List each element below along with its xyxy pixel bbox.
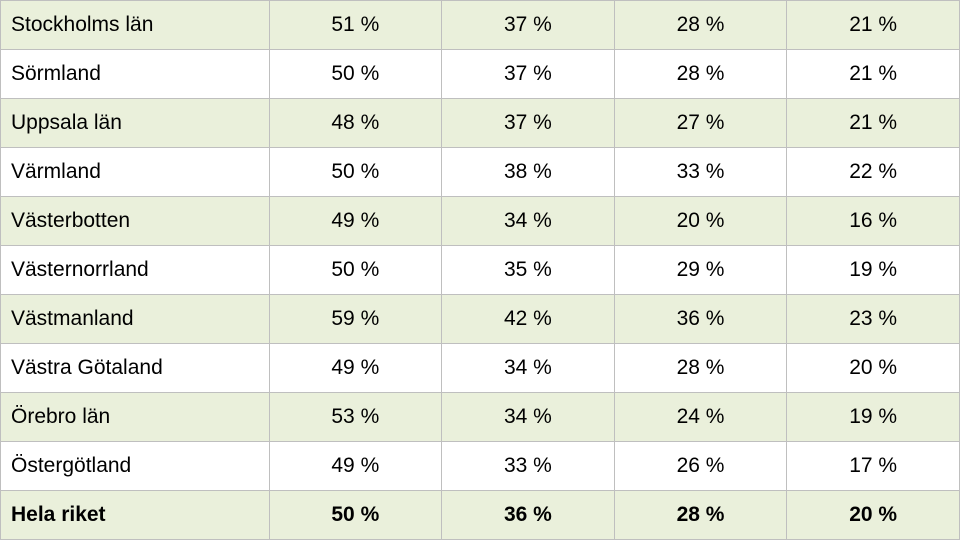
cell-value: 50 % xyxy=(269,491,442,540)
cell-value: 36 % xyxy=(614,295,787,344)
cell-value: 28 % xyxy=(614,1,787,50)
cell-value: 19 % xyxy=(787,393,960,442)
row-label: Västra Götaland xyxy=(1,344,270,393)
cell-value: 49 % xyxy=(269,442,442,491)
table-row: Västmanland59 %42 %36 %23 % xyxy=(1,295,960,344)
cell-value: 20 % xyxy=(614,197,787,246)
row-label: Uppsala län xyxy=(1,99,270,148)
cell-value: 17 % xyxy=(787,442,960,491)
cell-value: 21 % xyxy=(787,99,960,148)
cell-value: 33 % xyxy=(442,442,615,491)
cell-value: 21 % xyxy=(787,1,960,50)
cell-value: 21 % xyxy=(787,50,960,99)
cell-value: 38 % xyxy=(442,148,615,197)
row-label: Västernorrland xyxy=(1,246,270,295)
cell-value: 28 % xyxy=(614,50,787,99)
cell-value: 53 % xyxy=(269,393,442,442)
cell-value: 50 % xyxy=(269,246,442,295)
data-table: Stockholms län51 %37 %28 %21 %Sörmland50… xyxy=(0,0,960,540)
table-row: Sörmland50 %37 %28 %21 % xyxy=(1,50,960,99)
cell-value: 50 % xyxy=(269,148,442,197)
cell-value: 37 % xyxy=(442,50,615,99)
row-label: Västerbotten xyxy=(1,197,270,246)
cell-value: 24 % xyxy=(614,393,787,442)
cell-value: 59 % xyxy=(269,295,442,344)
table-container: Stockholms län51 %37 %28 %21 %Sörmland50… xyxy=(0,0,960,540)
cell-value: 33 % xyxy=(614,148,787,197)
cell-value: 42 % xyxy=(442,295,615,344)
cell-value: 49 % xyxy=(269,344,442,393)
cell-value: 34 % xyxy=(442,393,615,442)
cell-value: 26 % xyxy=(614,442,787,491)
cell-value: 20 % xyxy=(787,491,960,540)
cell-value: 50 % xyxy=(269,50,442,99)
row-label: Värmland xyxy=(1,148,270,197)
cell-value: 22 % xyxy=(787,148,960,197)
table-row: Västernorrland50 %35 %29 %19 % xyxy=(1,246,960,295)
cell-value: 16 % xyxy=(787,197,960,246)
cell-value: 35 % xyxy=(442,246,615,295)
table-row: Örebro län53 %34 %24 %19 % xyxy=(1,393,960,442)
table-row: Östergötland49 %33 %26 %17 % xyxy=(1,442,960,491)
cell-value: 23 % xyxy=(787,295,960,344)
row-label: Hela riket xyxy=(1,491,270,540)
row-label: Stockholms län xyxy=(1,1,270,50)
cell-value: 20 % xyxy=(787,344,960,393)
cell-value: 34 % xyxy=(442,344,615,393)
cell-value: 34 % xyxy=(442,197,615,246)
cell-value: 37 % xyxy=(442,1,615,50)
table-row: Uppsala län48 %37 %27 %21 % xyxy=(1,99,960,148)
table-row: Stockholms län51 %37 %28 %21 % xyxy=(1,1,960,50)
cell-value: 36 % xyxy=(442,491,615,540)
cell-value: 49 % xyxy=(269,197,442,246)
cell-value: 29 % xyxy=(614,246,787,295)
table-row: Hela riket50 %36 %28 %20 % xyxy=(1,491,960,540)
table-row: Västra Götaland49 %34 %28 %20 % xyxy=(1,344,960,393)
cell-value: 19 % xyxy=(787,246,960,295)
cell-value: 27 % xyxy=(614,99,787,148)
cell-value: 28 % xyxy=(614,344,787,393)
row-label: Västmanland xyxy=(1,295,270,344)
row-label: Östergötland xyxy=(1,442,270,491)
row-label: Sörmland xyxy=(1,50,270,99)
row-label: Örebro län xyxy=(1,393,270,442)
cell-value: 51 % xyxy=(269,1,442,50)
table-row: Västerbotten49 %34 %20 %16 % xyxy=(1,197,960,246)
cell-value: 28 % xyxy=(614,491,787,540)
cell-value: 48 % xyxy=(269,99,442,148)
cell-value: 37 % xyxy=(442,99,615,148)
table-row: Värmland50 %38 %33 %22 % xyxy=(1,148,960,197)
